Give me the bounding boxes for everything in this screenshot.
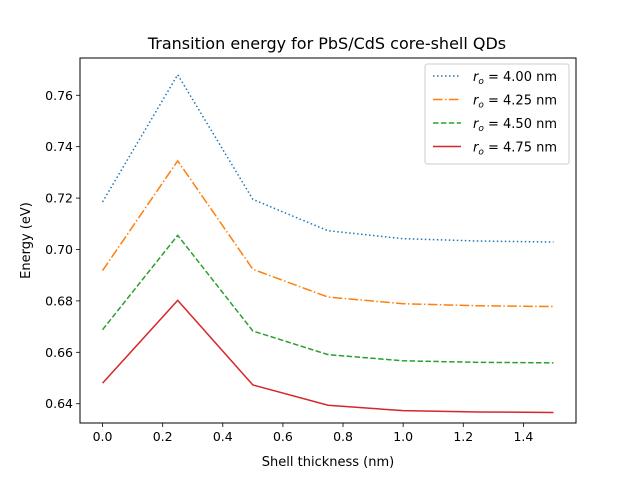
x-tick-label: 1.4 <box>513 429 533 444</box>
y-tick-label: 0.64 <box>45 396 73 411</box>
x-axis-ticks: 0.0 0.2 0.4 0.6 0.8 1.0 1.2 1.4 <box>93 423 533 444</box>
y-tick-label: 0.70 <box>45 242 73 257</box>
legend-label-1: ro = 4.00 nm <box>473 70 557 87</box>
y-axis-label: Energy (eV) <box>19 202 34 279</box>
axes-frame <box>79 57 577 424</box>
y-tick-label: 0.72 <box>45 191 73 206</box>
x-tick-label: 1.2 <box>453 429 473 444</box>
y-tick-label: 0.74 <box>45 139 73 154</box>
legend-label-2: ro = 4.25 nm <box>473 94 557 111</box>
legend: ro = 4.00 nm ro = 4.25 nm ro = 4.50 nm ro =… <box>424 63 570 165</box>
y-tick-label: 0.76 <box>45 88 73 103</box>
series-group <box>101 73 554 414</box>
series-line-3 <box>101 234 554 364</box>
legend-label-4: ro = 4.75 nm <box>473 141 557 158</box>
series-line-2 <box>101 159 554 308</box>
x-tick-label: 1.0 <box>393 429 413 444</box>
y-tick-label: 0.66 <box>45 345 73 360</box>
chart-title: Transition energy for PbS/CdS core-shell… <box>147 34 506 53</box>
legend-box <box>424 63 570 165</box>
x-axis-label: Shell thickness (nm) <box>262 455 394 470</box>
y-tick-label: 0.68 <box>45 293 73 308</box>
x-tick-label: 0.4 <box>213 429 233 444</box>
x-tick-label: 0.6 <box>273 429 293 444</box>
x-tick-label: 0.2 <box>153 429 173 444</box>
x-tick-label: 0.8 <box>333 429 353 444</box>
y-axis-ticks: 0.64 0.66 0.68 0.70 0.72 0.74 0.76 <box>45 88 80 411</box>
x-tick-label: 0.0 <box>93 429 113 444</box>
legend-label-3: ro = 4.50 nm <box>473 117 557 134</box>
series-line-4 <box>101 299 554 414</box>
